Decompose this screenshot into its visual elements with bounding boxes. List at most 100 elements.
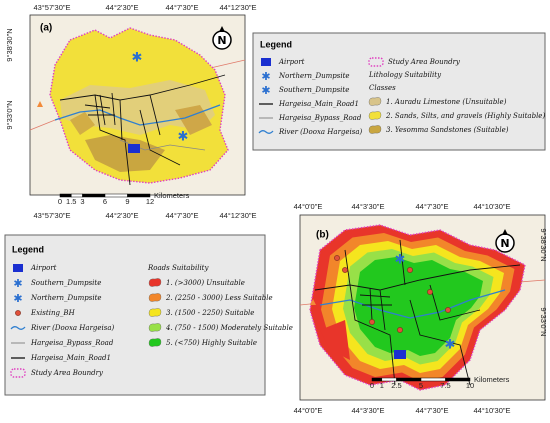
airport-icon [394,350,406,359]
map-a: ✱ ✱ [29,14,246,196]
coord-label: 9°38'30"N [5,28,14,61]
legend-symbol [368,57,384,67]
coord-label: 44°7'30"E [416,202,449,211]
legend-label: Study Area Boundry [388,58,461,66]
legend-symbol [148,323,162,332]
north-label: N [500,237,509,250]
coord-label: 44°12'30"E [219,3,256,12]
scale-label: 0 [370,381,374,390]
coord-label: 44°0'0"E [294,406,323,415]
coord-label: 44°2'30"E [106,211,139,220]
legend-label: Southern_Dumpsite [279,86,349,94]
legend-label: Hargeisa_Main_Road1 [278,100,359,108]
legend-label: 1. Auradu Limestone (Unsuitable) [386,98,507,106]
legend-symbol [261,58,271,66]
panel-label: (b) [316,230,329,241]
legend-box [252,32,546,151]
legend-box [4,234,266,396]
legend-label: 4. (750 - 1500) Moderately Suitable [165,324,293,332]
legend-label: Study Area Boundry [31,369,104,377]
dumpsite-icon: ✱ [395,253,406,268]
legend-label: Hargeisa_Main_Road1 [30,354,111,362]
legend-label: 5. (<750) Highly Suitable [166,339,257,347]
coord-label: 44°7'30"E [166,3,199,12]
legend-symbol: ✱ [13,292,22,305]
north-label: N [217,34,226,47]
airport-icon [128,144,140,153]
dumpsite-icon: ✱ [445,338,456,353]
scale-label: 6 [103,197,107,206]
panel-label: (a) [40,23,52,34]
scale-label: 10 [466,381,474,390]
legend-symbol [148,338,162,347]
north-arrow [219,26,225,32]
legend-label: Hargeisa_Bypass_Road [278,114,362,122]
legend-heading: Classes [369,84,396,92]
legend-label: Northern_Dumpsite [278,72,350,80]
scale-label: 1 [380,381,384,390]
legend-label: Southern_Dumpsite [31,279,101,287]
legend-label: River (Dooxa Hargeisa) [30,324,115,332]
coord-label: 44°2'30"E [106,3,139,12]
coord-label: 44°12'30"E [219,211,256,220]
scale-label: 9 [125,197,129,206]
scale-label: 12 [146,197,154,206]
legend-title: Legend [12,244,44,254]
coord-label: 43°57'30"E [33,211,70,220]
scale-label: 3 [80,197,84,206]
scale-label: 2.5 [391,381,401,390]
coord-label: 44°10'30"E [473,406,510,415]
legend-symbol [13,264,23,272]
coord-label: 44°7'30"E [416,406,449,415]
legend-symbol [148,308,162,317]
legend-symbol [368,97,382,106]
legend-symbol: ✱ [261,70,270,83]
scale-bar [127,193,151,198]
legend-label: 1. (>3000) Unsuitable [166,279,245,287]
legend-label: Hargeisa_Bypass_Road [30,339,114,347]
legend-label: River (Dooxa Hargeisa) [278,128,363,136]
legend-heading: Lithology Suitability [368,71,442,79]
legend-symbol: ✱ [261,84,270,97]
legend-label: 2. Sands, Silts, and gravels (Highly Sui… [385,112,545,120]
coord-label: 44°10'30"E [473,202,510,211]
legend-label: 3. Yesomma Sandstones (Suitable) [386,126,509,134]
scale-unit: Kilometers [474,375,510,384]
legend-symbol [148,293,162,302]
zone [320,320,350,360]
legend-symbol [15,310,21,316]
north-arrow [502,229,508,235]
coord-label: 44°0'0"E [294,202,323,211]
scale-bar [445,377,471,382]
coord-label: 9°38'30"N [539,228,548,261]
scale-unit: Kilometers [154,191,190,200]
dumpsite-icon: ✱ [178,130,189,145]
scale-bar [82,193,106,198]
legend-symbol [148,278,162,287]
scale-label: 1.5 [66,197,76,206]
coord-label: 9°33'0"N [539,307,548,336]
legend-symbol [258,130,274,134]
legend-symbol [368,125,382,134]
study-boundary [309,224,526,391]
legend-heading: Roads Suitability [147,264,209,272]
scale-label: 5 [419,381,423,390]
legend-label: Airport [278,58,305,66]
coord-label: 9°33'0"N [5,100,14,129]
legend-label: 2. (2250 - 3000) Less Suitable [165,294,273,302]
scale-label: 7.5 [440,381,450,390]
legend-label: 3. (1500 - 2250) Suitable [166,309,254,317]
coord-label: 44°7'30"E [166,211,199,220]
legend-label: Existing_BH [30,309,76,317]
legend-label: Northern_Dumpsite [30,294,102,302]
coord-label: 43°57'30"E [33,3,70,12]
legend-symbol [368,111,382,120]
legend-symbol: ✱ [13,277,22,290]
legend-title: Legend [260,39,292,49]
zone [354,257,483,356]
scale-label: 0 [58,197,62,206]
legend-symbol [10,326,26,330]
legend-label: Airport [30,264,57,272]
scale-bar [396,377,422,382]
